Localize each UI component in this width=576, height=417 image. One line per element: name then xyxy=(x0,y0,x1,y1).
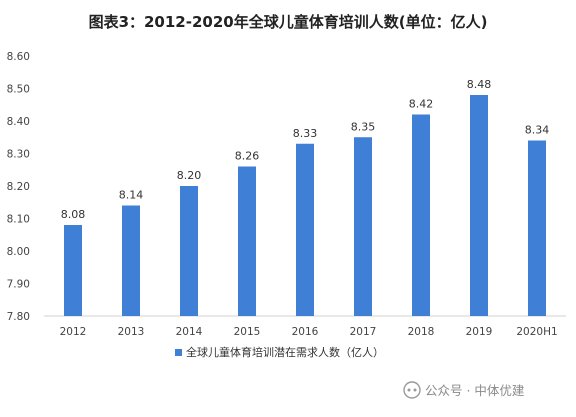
legend-label: 全球儿童体育培训潜在需求人数（亿人） xyxy=(186,345,384,359)
data-label: 8.33 xyxy=(293,127,318,140)
data-label: 8.35 xyxy=(351,120,376,133)
legend: 全球儿童体育培训潜在需求人数（亿人） xyxy=(175,345,384,359)
y-tick-label: 8.50 xyxy=(7,84,30,96)
bar xyxy=(354,137,372,316)
data-label: 8.48 xyxy=(467,78,492,91)
x-tick-label: 2013 xyxy=(118,326,145,338)
y-tick-label: 8.00 xyxy=(7,246,30,258)
legend-swatch xyxy=(175,349,182,356)
data-label: 8.14 xyxy=(119,189,144,202)
x-tick-label: 2018 xyxy=(408,326,435,338)
x-tick-label: 2012 xyxy=(60,326,87,338)
data-label: 8.08 xyxy=(61,208,86,221)
x-tick-label: 2019 xyxy=(466,326,493,338)
x-tick-label: 2020H1 xyxy=(516,326,557,338)
bar xyxy=(296,143,314,316)
x-tick-label: 2015 xyxy=(234,326,261,338)
bar xyxy=(64,225,82,316)
data-label: 8.20 xyxy=(177,169,202,182)
y-axis: 7.80 7.90 8.00 8.10 8.20 8.30 8.40 8.50 8.60 xyxy=(7,51,30,323)
y-tick-label: 8.10 xyxy=(7,214,30,226)
bars xyxy=(64,95,546,316)
bar xyxy=(470,95,488,316)
y-tick-label: 8.20 xyxy=(7,181,30,193)
x-axis: 2012 2013 2014 2015 2016 2017 2018 2019 2020H1 xyxy=(44,315,566,338)
x-tick-label: 2016 xyxy=(292,326,319,338)
bar xyxy=(122,205,140,316)
y-tick-label: 8.30 xyxy=(7,149,30,161)
bar xyxy=(412,114,430,316)
value-labels: 8.08 8.14 8.20 8.26 8.33 8.35 8.42 8.48 8.34 xyxy=(61,78,550,221)
x-tick-label: 2017 xyxy=(350,326,377,338)
wechat-official-account-icon xyxy=(403,381,421,399)
bar xyxy=(528,140,546,316)
bar xyxy=(238,166,256,316)
y-tick-label: 8.40 xyxy=(7,116,30,128)
data-label: 8.34 xyxy=(525,124,550,137)
y-tick-label: 8.60 xyxy=(7,51,30,63)
data-label: 8.42 xyxy=(409,98,434,111)
x-tick-label: 2014 xyxy=(176,326,203,338)
y-tick-label: 7.90 xyxy=(7,279,30,291)
watermark-text: 公众号 · 中体优建 xyxy=(425,383,525,398)
bar xyxy=(180,186,198,316)
chart-title: 图表3：2012-2020年全球儿童体育培训人数(单位：亿人) xyxy=(89,13,488,31)
data-label: 8.26 xyxy=(235,150,260,163)
y-tick-label: 7.80 xyxy=(7,311,30,323)
watermark: 公众号 · 中体优建 xyxy=(403,381,525,399)
